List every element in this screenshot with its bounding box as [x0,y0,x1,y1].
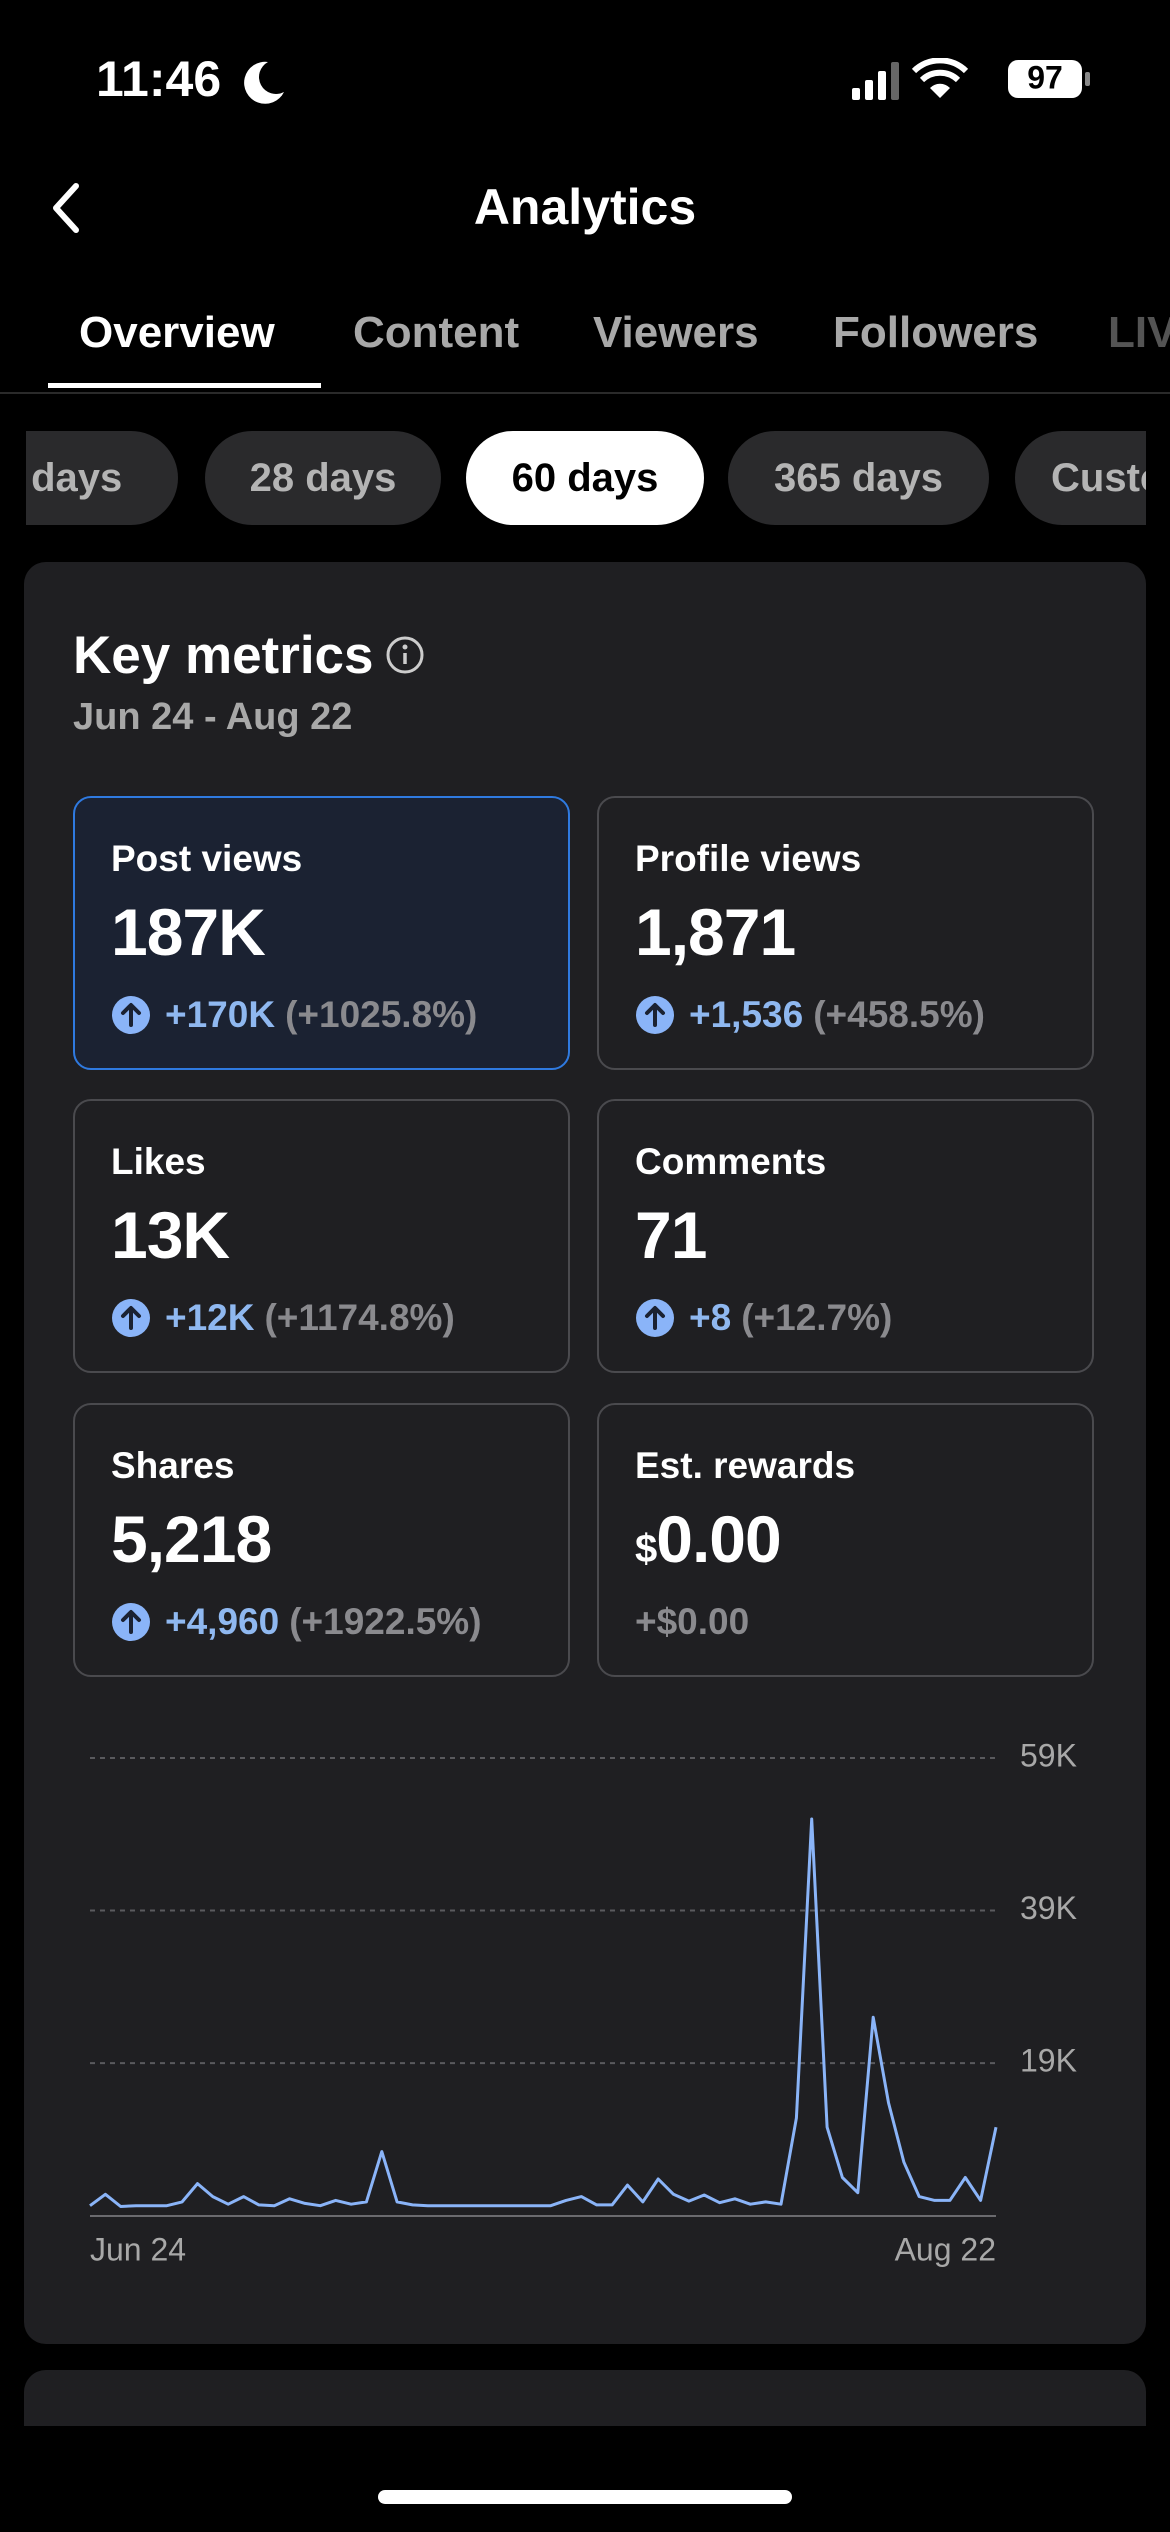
change-percent: (+458.5%) [813,994,985,1035]
change-percent: (+1922.5%) [289,1601,482,1642]
tab[interactable]: Content [353,308,520,357]
metric-card[interactable]: Likes 13K +12K (+1174.8%) [73,1099,570,1373]
metric-number: 0.00 [656,1502,781,1576]
period-selector: 7 days 28 days 60 days 365 days Custom [26,431,1146,525]
change-value: +1,536 [689,994,804,1035]
change-value: +170K [165,994,276,1035]
tab-indicator [48,383,321,388]
change-value: +$0.00 [635,1601,750,1642]
metric-label: Est. rewards [635,1445,856,1486]
change-value: +4,960 [165,1601,280,1642]
y-tick-label: 39K [1020,1890,1077,1926]
metric-value: 5,218 [111,1501,272,1577]
section-title: Key metrics [73,626,374,685]
change-percent: (+1025.8%) [285,994,478,1035]
up-arrow-icon [112,1299,150,1337]
tab[interactable]: Viewers [593,308,759,357]
page-title: Analytics [473,179,697,235]
metric-card[interactable]: Profile views 1,871 +1,536 (+458.5%) [597,796,1094,1070]
metric-number: 5,218 [111,1502,272,1576]
x-tick-label: Aug 22 [895,2231,996,2267]
data-line [89,1817,998,2208]
change-value: +12K [165,1297,255,1338]
x-tick-label: Jun 24 [90,2231,186,2267]
back-button[interactable] [46,180,86,236]
home-indicator [378,2490,792,2504]
metric-number: 13K [111,1198,230,1272]
metric-value: 71 [635,1197,707,1273]
metric-card[interactable]: Post views 187K +170K (+1025.8%) [73,796,570,1070]
metric-label: Comments [635,1141,827,1182]
metric-number: 187K [111,895,266,969]
battery-level: 97 [1027,59,1063,95]
change-percent: (+12.7%) [741,1297,893,1338]
metric-change: +8 (+12.7%) [635,1297,892,1339]
info-icon[interactable] [384,634,426,676]
tab-bar: Overview Content Viewers Followers LIVE [0,300,1170,394]
change-value: +8 [689,1297,732,1338]
chart: 19K 39K 59K Jun 24 Aug 22 [89,1737,1077,2267]
date-range: Jun 24 - Aug 22 [73,696,353,738]
metric-label: Post views [111,838,303,879]
y-tick-label: 59K [1020,1737,1077,1773]
currency-symbol: $ [635,1527,657,1571]
period-pill[interactable]: 60 days [466,431,704,525]
tab[interactable]: Overview [79,308,275,357]
change-percent: (+1174.8%) [264,1297,455,1338]
status-icons: 97 [852,58,1090,100]
metric-change: +170K (+1025.8%) [111,994,477,1036]
period-pill[interactable]: 365 days [728,431,989,525]
metric-card[interactable]: Shares 5,218 +4,960 (+1922.5%) [73,1403,570,1677]
metric-change: +12K (+1174.8%) [111,1297,455,1339]
moon-icon [244,61,284,104]
y-tick-label: 19K [1020,2043,1077,2079]
up-arrow-icon [636,996,674,1034]
tab[interactable]: Followers [833,308,1039,357]
metric-number: 71 [635,1198,707,1272]
period-pill[interactable]: 28 days [205,431,441,525]
metric-value: 1,871 [635,894,796,970]
period-pill[interactable]: Custom [1015,431,1146,525]
metric-value: $0.00 [635,1501,782,1577]
up-arrow-icon [636,1299,674,1337]
metric-label: Profile views [635,838,862,879]
up-arrow-icon [112,996,150,1034]
period-pill[interactable]: 7 days [26,431,178,525]
status-time: 11:46 [96,51,222,107]
next-card [24,2370,1146,2426]
metric-label: Likes [111,1141,206,1182]
metric-change: +$0.00 [635,1601,749,1643]
metric-value: 13K [111,1197,230,1273]
metric-card[interactable]: Comments 71 +8 (+12.7%) [597,1099,1094,1373]
metric-label: Shares [111,1445,235,1486]
metric-value: 187K [111,894,266,970]
tab[interactable]: LIVE [1108,308,1170,357]
metric-change: +1,536 (+458.5%) [635,994,985,1036]
metric-number: 1,871 [635,895,796,969]
up-arrow-icon [112,1603,150,1641]
metric-card[interactable]: Est. rewards $0.00 +$0.00 [597,1403,1094,1677]
metric-change: +4,960 (+1922.5%) [111,1601,482,1643]
